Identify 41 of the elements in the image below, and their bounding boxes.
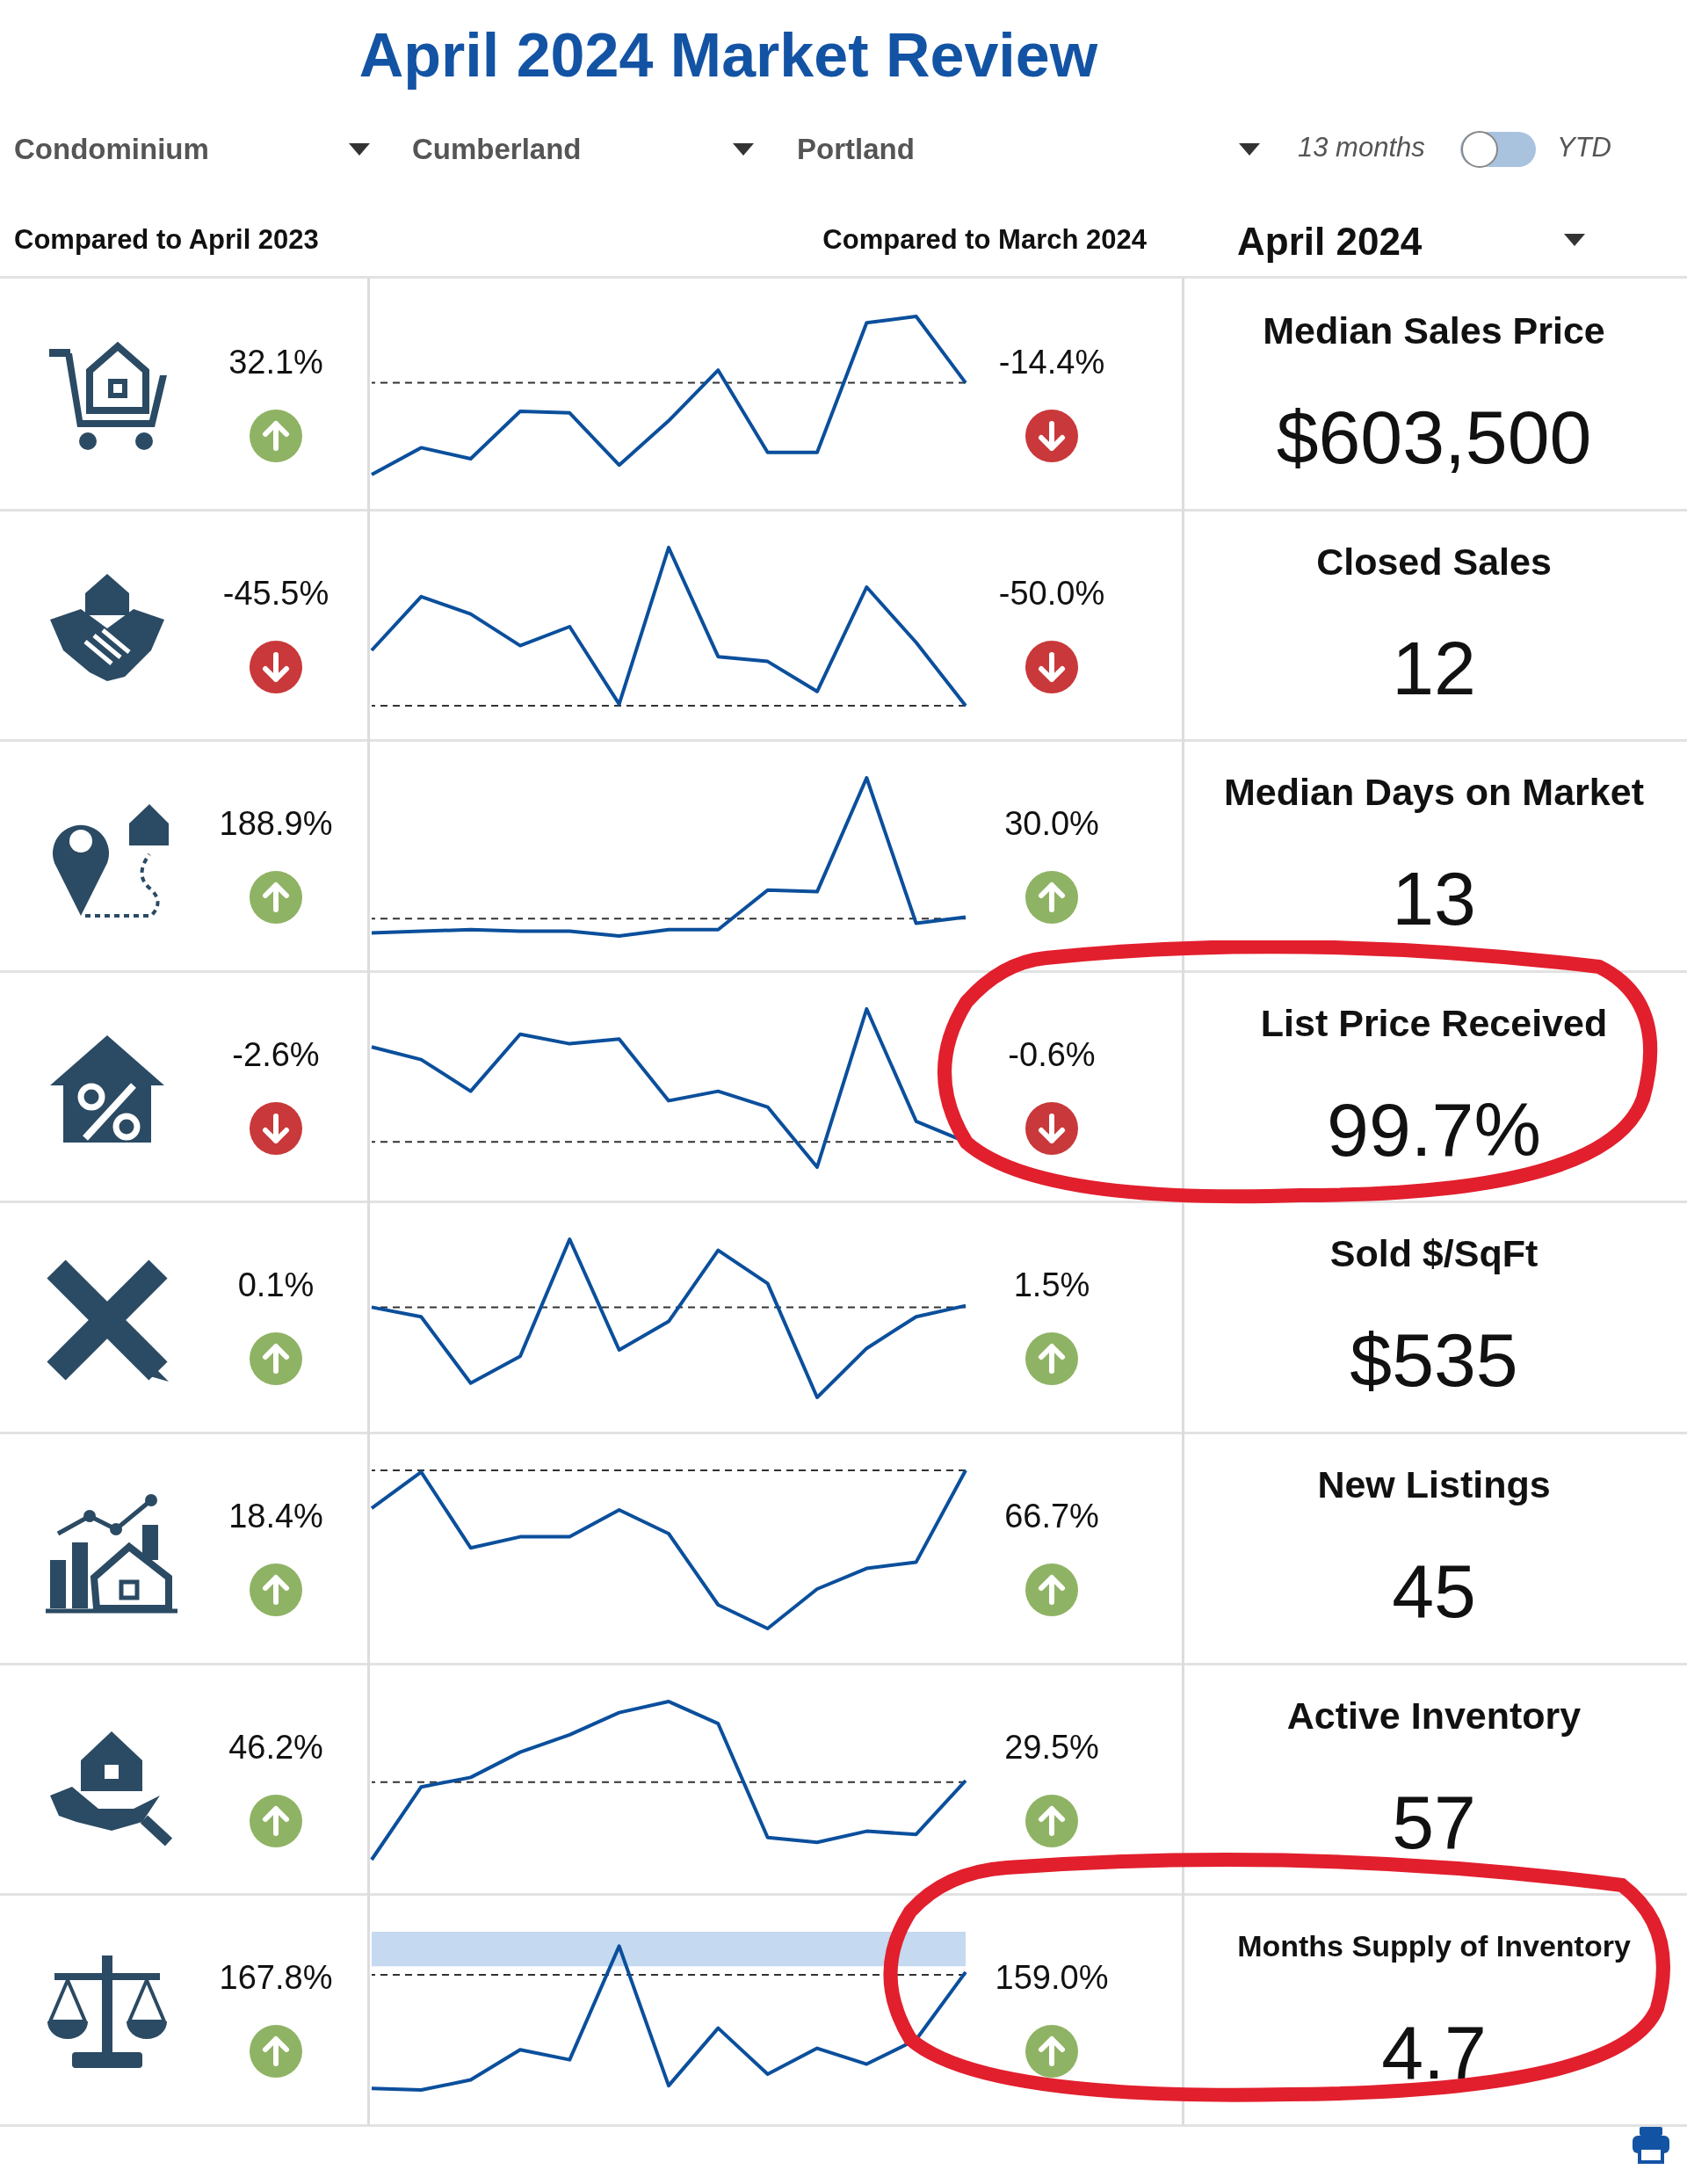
text: 30.0% xyxy=(1004,804,1099,843)
text: 12 xyxy=(1392,624,1476,712)
text: Median Days on Market xyxy=(1224,770,1644,814)
text: Compared to April 2023 xyxy=(14,224,319,256)
text: 99.7% xyxy=(1327,1085,1541,1173)
text: Median Sales Price xyxy=(1263,308,1605,352)
text: Closed Sales xyxy=(1316,540,1552,584)
text: -14.4% xyxy=(998,343,1105,381)
text: 46.2% xyxy=(228,1728,323,1767)
text: 13 months xyxy=(1298,132,1425,163)
text: April 2024 xyxy=(1237,220,1423,264)
text: Sold $/SqFt xyxy=(1329,1231,1539,1275)
text: 45 xyxy=(1392,1547,1476,1635)
text: Cumberland xyxy=(412,133,582,166)
text: 18.4% xyxy=(228,1497,323,1535)
text: 159.0% xyxy=(995,1958,1109,1997)
text: Compared to March 2024 xyxy=(822,224,1147,256)
text: 29.5% xyxy=(1004,1728,1099,1767)
text: 13 xyxy=(1392,854,1476,942)
text: 0.1% xyxy=(237,1266,315,1304)
text: Portland xyxy=(797,133,915,166)
text: Months Supply of Inventory xyxy=(1237,1928,1631,1963)
text: 32.1% xyxy=(228,343,323,381)
text: 66.7% xyxy=(1004,1497,1099,1535)
text: 4.7 xyxy=(1381,2008,1487,2096)
text: $535 xyxy=(1350,1316,1518,1404)
text: 188.9% xyxy=(219,804,333,843)
text: 167.8% xyxy=(219,1958,333,1997)
text: -50.0% xyxy=(998,574,1105,613)
text: -45.5% xyxy=(222,574,329,613)
text: Condominium xyxy=(14,133,209,166)
text: Active Inventory xyxy=(1286,1694,1582,1738)
text: New Listings xyxy=(1317,1462,1551,1506)
text: $603,500 xyxy=(1276,393,1592,481)
text: YTD xyxy=(1557,132,1611,163)
text: 57 xyxy=(1392,1778,1476,1866)
text: -2.6% xyxy=(232,1035,320,1074)
text: -0.6% xyxy=(1008,1035,1096,1074)
text: April 2024 Market Review xyxy=(358,20,1098,91)
text: List Price Received xyxy=(1260,1001,1608,1045)
text: 1.5% xyxy=(1013,1266,1090,1304)
